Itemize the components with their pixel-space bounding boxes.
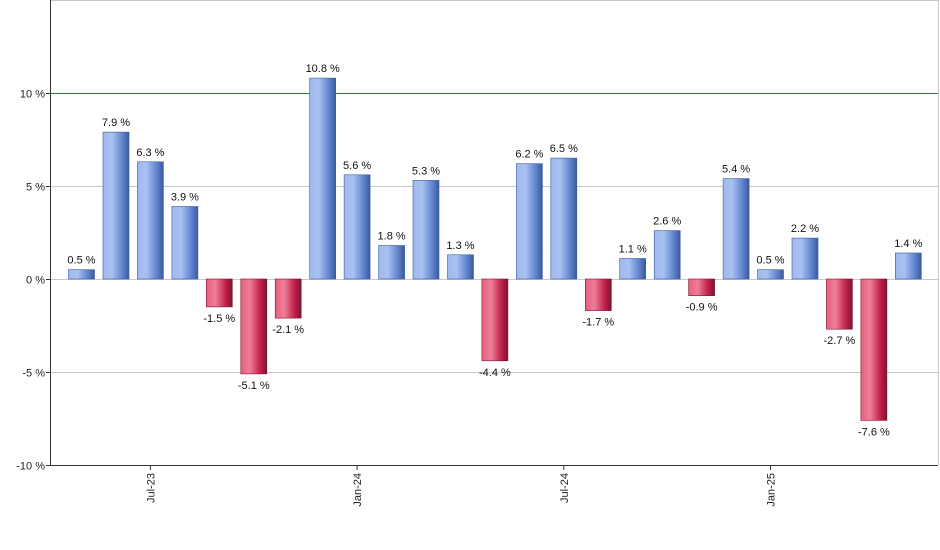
data-label: 5.4 % bbox=[722, 164, 750, 176]
data-label: 6.3 % bbox=[136, 147, 164, 159]
data-label: 5.6 % bbox=[343, 160, 371, 172]
bar-Jun-23 bbox=[102, 131, 130, 280]
bar-Jul-24 bbox=[550, 157, 578, 280]
data-labels: 0.5 % 7.9 % 6.3 % 3.9 % -1.5 % -5.1 % -2.1 % 10… bbox=[67, 63, 922, 438]
y-tick-label: -10 % bbox=[16, 461, 45, 473]
axes: -10 % -5 % 0 % 5 % 10 % Jul-23 Jan-24 Jul-24 Jan… bbox=[16, 0, 939, 507]
data-label: 6.2 % bbox=[515, 149, 543, 161]
data-label: -1.5 % bbox=[203, 313, 235, 325]
bar-Oct-24 bbox=[653, 230, 681, 280]
bar-May-23 bbox=[68, 269, 95, 280]
y-tick-label: 5 % bbox=[26, 182, 45, 194]
data-label: -7.6 % bbox=[858, 426, 890, 438]
data-label: 0.5 % bbox=[67, 255, 95, 267]
bar-Jun-24 bbox=[516, 163, 543, 280]
bar-Aug-24 bbox=[584, 278, 612, 311]
x-tick-label: Jul-24 bbox=[559, 473, 571, 503]
bar-Apr-25 bbox=[860, 278, 888, 421]
bar-Feb-24 bbox=[378, 245, 405, 280]
bar-Jul-23 bbox=[137, 161, 164, 280]
data-label: 6.5 % bbox=[550, 143, 578, 155]
data-label: 7.9 % bbox=[102, 117, 130, 129]
y-tick-label: 10 % bbox=[20, 89, 45, 101]
bar-May-24 bbox=[481, 278, 509, 362]
bar-Jan-25 bbox=[757, 269, 784, 280]
data-label: 10.8 % bbox=[306, 63, 340, 75]
bar-Oct-23 bbox=[240, 278, 268, 375]
data-label: 0.5 % bbox=[756, 255, 784, 267]
data-label: 1.8 % bbox=[378, 231, 406, 243]
bar-Mar-24 bbox=[412, 180, 440, 280]
bar-Mar-25 bbox=[826, 278, 853, 330]
data-label: 3.9 % bbox=[171, 192, 199, 204]
y-tick-label: -5 % bbox=[22, 368, 45, 380]
bar-Nov-24 bbox=[688, 278, 715, 297]
data-label: -2.7 % bbox=[824, 335, 856, 347]
data-label: -4.4 % bbox=[479, 367, 511, 379]
data-label: -1.7 % bbox=[582, 317, 614, 329]
x-tick-label: Jan-24 bbox=[352, 473, 364, 507]
bar-Aug-23 bbox=[171, 206, 199, 280]
bar-Apr-24 bbox=[447, 254, 474, 280]
bar-Sep-23 bbox=[206, 278, 233, 308]
bar-Dec-24 bbox=[722, 178, 750, 280]
data-label: 1.4 % bbox=[894, 238, 922, 250]
data-label: 2.6 % bbox=[653, 216, 681, 228]
bars bbox=[68, 77, 922, 421]
data-label: 2.2 % bbox=[791, 223, 819, 235]
x-tick-label: Jul-23 bbox=[145, 473, 157, 503]
bar-Nov-23 bbox=[274, 278, 302, 319]
data-label: 1.3 % bbox=[446, 240, 474, 252]
data-label: -0.9 % bbox=[686, 302, 718, 314]
data-label: -5.1 % bbox=[238, 380, 270, 392]
data-label: 1.1 % bbox=[619, 244, 647, 256]
bar-Sep-24 bbox=[619, 258, 647, 280]
bar-May-25 bbox=[894, 252, 922, 280]
data-label: -2.1 % bbox=[272, 324, 304, 336]
y-tick-label: 0 % bbox=[26, 275, 45, 287]
data-label: 5.3 % bbox=[412, 165, 440, 177]
x-tick-label: Jan-25 bbox=[766, 473, 778, 507]
bar-Dec-23 bbox=[309, 77, 337, 280]
bar-Jan-24 bbox=[343, 174, 371, 280]
bar-Feb-25 bbox=[791, 237, 819, 280]
